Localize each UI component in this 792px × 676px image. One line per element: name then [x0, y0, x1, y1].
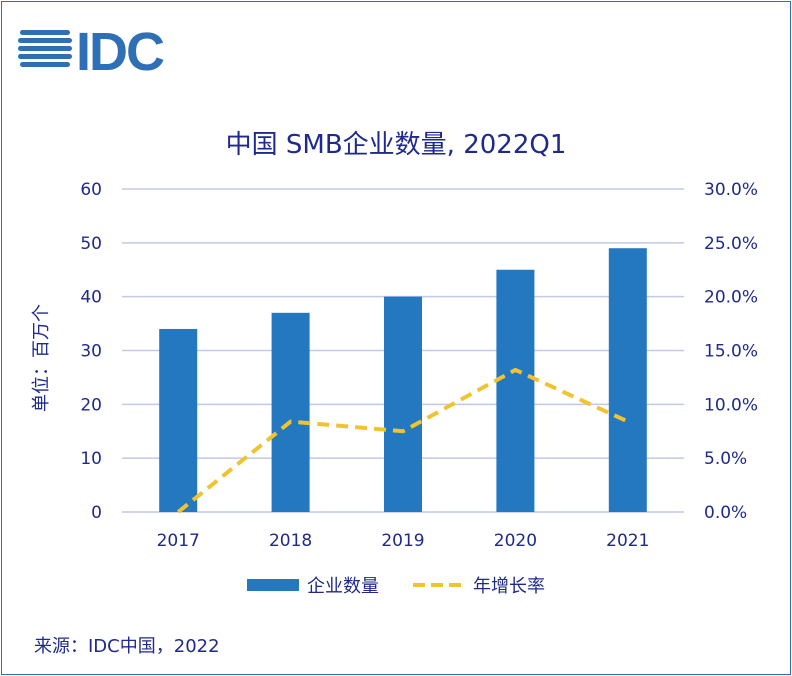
y-right-tick-label: 15.0%: [704, 342, 758, 362]
y-right-tick-label: 0.0%: [704, 503, 747, 523]
bar: [608, 248, 647, 512]
chart-title: 中国 SMB企业数量, 2022Q1: [225, 130, 567, 160]
y-right-tick-label: 25.0%: [704, 234, 758, 254]
bar: [384, 296, 422, 512]
y-right-tick-label: 5.0%: [704, 449, 747, 469]
y-left-tick-label: 10: [80, 449, 102, 469]
legend-label-line: 年增长率: [473, 576, 545, 597]
x-tick-label: 2017: [157, 531, 200, 551]
logo-text: IDC: [76, 22, 164, 80]
y-left-tick-label: 60: [80, 180, 102, 200]
y-left-tick-label: 30: [80, 342, 102, 362]
x-tick-label: 2020: [494, 531, 537, 551]
legend-swatch-line: [413, 583, 465, 587]
y-left-tick-label: 0: [91, 503, 102, 523]
bar: [271, 312, 310, 512]
legend-item-bars: 企业数量: [247, 572, 379, 598]
legend: 企业数量 年增长率: [0, 570, 792, 600]
source-note: 来源：IDC中国，2022: [34, 636, 220, 657]
y-left-tick-label: 40: [80, 288, 102, 308]
legend-label-bars: 企业数量: [307, 576, 379, 597]
y-right-tick-label: 10.0%: [704, 395, 758, 415]
legend-item-line: 年增长率: [413, 572, 545, 598]
x-tick-label: 2019: [381, 531, 424, 551]
globe-icon: [18, 30, 72, 67]
legend-swatch-bar: [247, 579, 299, 591]
y-right-tick-label: 30.0%: [704, 180, 758, 200]
y-left-tick-label: 20: [80, 395, 102, 415]
y-right-tick-label: 20.0%: [704, 288, 758, 308]
bar: [159, 328, 198, 512]
idc-logo: IDC: [18, 22, 166, 80]
x-tick-label: 2018: [269, 531, 312, 551]
y-left-tick-label: 50: [80, 234, 102, 254]
bar: [496, 269, 535, 512]
x-tick-label: 2021: [606, 531, 649, 551]
